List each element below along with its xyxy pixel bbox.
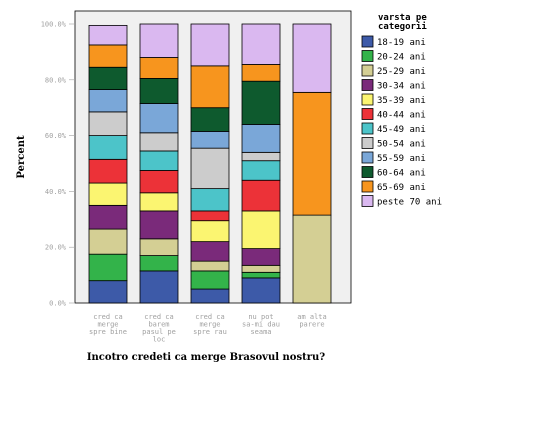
bar-segment (139, 210, 179, 240)
bar-segment (241, 248, 281, 266)
y-tick-label: 20.0% (45, 244, 67, 252)
bar-segment (292, 91, 332, 216)
legend-entry: 18-19 ani (377, 38, 426, 48)
x-tick-label: nu pot sa-mi dau seama (242, 313, 280, 336)
legend-title: categorii (378, 21, 427, 32)
bar-segment (88, 44, 128, 68)
legend-entry: 25-29 ani (377, 67, 426, 77)
bar-segment (241, 80, 281, 125)
bar-segment (190, 220, 230, 243)
x-tick-label: cred ca merge spre bine (89, 313, 127, 336)
legend-swatch (361, 35, 374, 48)
legend-swatch (361, 151, 374, 164)
bar-segment (139, 238, 179, 256)
legend-entry: peste 70 ani (377, 198, 442, 208)
legend-swatch (361, 93, 374, 106)
bar-segment (88, 111, 128, 137)
bar-segment (292, 23, 332, 93)
bar-segment (292, 214, 332, 304)
legend-swatch (361, 166, 374, 178)
bar-segment (139, 103, 179, 134)
bar-segment (241, 179, 281, 212)
legend-entry: 55-59 ani (377, 154, 426, 164)
y-tick-label: 40.0% (45, 188, 67, 196)
bar-segment (88, 66, 128, 90)
legend-entry: 60-64 ani (377, 169, 426, 179)
bar-segment (190, 23, 230, 67)
x-tick-label: cred ca barem pasul pe loc (142, 313, 176, 344)
y-tick-label: 60.0% (45, 132, 67, 140)
bar-segment (190, 288, 230, 304)
legend-entry: 65-69 ani (377, 183, 426, 193)
legend-entry: 30-34 ani (377, 82, 426, 92)
legend-swatch (361, 79, 374, 91)
bar-segment (241, 271, 281, 279)
x-tick-label: am alta parere (297, 313, 327, 329)
bar-segment (241, 64, 281, 82)
bar-segment (139, 255, 179, 272)
x-tick-label: cred ca merge spre rau (193, 313, 227, 336)
bar-segment (139, 57, 179, 79)
legend-entry: 35-39 ani (377, 96, 426, 106)
bar-segment (190, 131, 230, 149)
y-tick-label: 100.0% (41, 21, 67, 29)
bar-segment (241, 210, 281, 249)
bar-segment (241, 23, 281, 65)
y-tick-label: 80.0% (45, 76, 67, 84)
legend-swatch (361, 122, 374, 135)
legend-entry: 20-24 ani (377, 53, 426, 63)
y-axis-label: Percent (16, 135, 27, 179)
legend-entry: 50-54 ani (377, 140, 426, 150)
bar-segment (241, 264, 281, 273)
legend-swatch (361, 108, 374, 120)
bar-segment (190, 107, 230, 132)
bar-segment (139, 170, 179, 194)
bar-segment (88, 280, 128, 304)
bar-segment (190, 65, 230, 109)
y-tick-label: 0.0% (49, 300, 67, 308)
bar-segment (139, 192, 179, 212)
bar-segment (88, 135, 128, 160)
bar-segment (241, 277, 281, 304)
bar-segment (88, 182, 128, 206)
bar-segment (190, 188, 230, 212)
bar-segment (88, 228, 128, 255)
bar-segment (139, 270, 179, 304)
legend-entry: 40-44 ani (377, 111, 426, 121)
bar-segment (88, 89, 128, 113)
bar-segment (190, 270, 230, 290)
bar-segment (139, 78, 179, 104)
legend-title: varsta pe (378, 13, 427, 23)
bar-segment (190, 147, 230, 190)
bar-segment (190, 260, 230, 272)
legend-swatch (361, 137, 374, 149)
legend-swatch (361, 64, 374, 77)
bar-segment (190, 210, 230, 222)
legend-swatch (361, 195, 374, 207)
bar-segment (190, 241, 230, 262)
bar-segment (241, 124, 281, 153)
bar-segment (241, 151, 281, 162)
bar-segment (88, 158, 128, 184)
bar-segment (241, 160, 281, 181)
bar-segment (139, 150, 179, 171)
legend-swatch (361, 180, 374, 193)
legend-swatch (361, 50, 374, 62)
bar-segment (139, 132, 179, 152)
bar-segment (88, 204, 128, 230)
legend-entry: 45-49 ani (377, 125, 426, 135)
bar-segment (88, 253, 128, 282)
x-axis-label: Incotro credeti ca merge Brasovul nostru… (87, 352, 325, 363)
bar-segment (139, 23, 179, 58)
bar-segment (88, 24, 128, 46)
